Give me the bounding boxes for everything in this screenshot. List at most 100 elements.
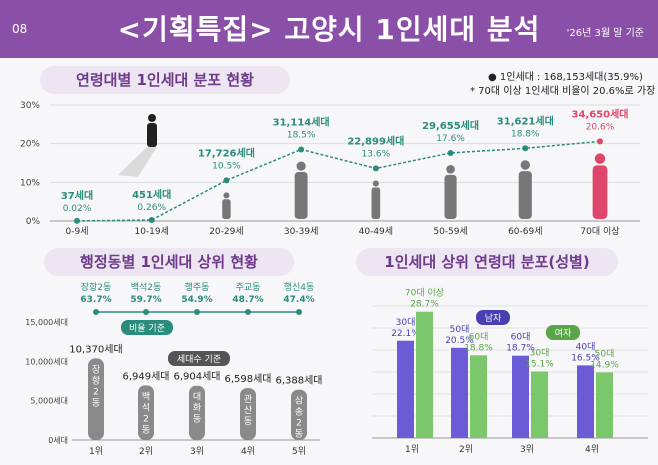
gender-bar — [397, 340, 414, 438]
date-note: '26년 3월 말 기준 — [566, 28, 644, 39]
ratio-tag-label: 비율 기준 — [129, 323, 165, 334]
x-tick-label: 30-39세 — [284, 226, 318, 237]
female-tag-label: 여자 — [555, 327, 572, 339]
ratio-dong-label: 주교동 — [236, 282, 261, 293]
page-title: <기획특집> 고양시 1인세대 분석 — [117, 13, 541, 46]
age-group-label: 50대 — [450, 324, 470, 335]
person-icon-body — [444, 174, 457, 219]
ratio-point — [93, 309, 99, 315]
gender-value-label: 20.5% — [445, 336, 474, 346]
ratio-tag — [121, 320, 173, 335]
count-value-label: 10,370세대 — [69, 343, 122, 355]
age-group-label: 60대 — [469, 331, 489, 342]
value-label: 18.5% — [287, 130, 316, 140]
rank-label: 3위 — [520, 444, 534, 455]
count-bar — [88, 358, 104, 440]
x-tick-label: 50-59세 — [433, 226, 467, 237]
gender-value-label: 16.5% — [571, 353, 600, 363]
data-point — [372, 165, 379, 172]
age-group-label: 30대 — [530, 348, 550, 359]
series-line — [76, 140, 601, 222]
person-icon-body — [592, 165, 608, 219]
ratio-dong-label: 백석2동 — [131, 282, 162, 293]
person-icon-head — [520, 160, 530, 170]
ratio-point — [296, 309, 302, 315]
y-tick-label: 0세대 — [48, 436, 68, 445]
age-section-title: 연령대별 1인세대 분포 현황 — [40, 66, 290, 94]
ratio-value-label: 63.7% — [80, 295, 111, 305]
data-point — [522, 145, 529, 152]
count-bar — [240, 388, 256, 440]
data-point — [148, 216, 155, 223]
y-tick-label: 20% — [20, 140, 40, 150]
rank-label: 4위 — [585, 444, 599, 455]
y-tick-label: 5,000세대 — [30, 397, 68, 406]
female-tag — [546, 325, 580, 340]
dong-section-title: 행정동별 1인세대 상위 현황 — [44, 248, 294, 276]
person-icon-body — [371, 187, 381, 219]
data-point — [298, 146, 305, 153]
rank-label: 1위 — [405, 444, 419, 455]
value-label: 18.8% — [511, 129, 540, 139]
count-value-label: 6,388세대 — [275, 375, 322, 387]
gender-value-label: 22.1% — [391, 329, 420, 339]
ratio-dong-label: 장항2동 — [81, 282, 112, 293]
silhouette-head — [148, 114, 156, 122]
count-tag — [168, 351, 230, 366]
data-point — [223, 177, 230, 184]
age-group-label: 60대 — [511, 332, 531, 343]
silhouette-body — [147, 123, 157, 147]
ratio-point — [143, 309, 149, 315]
gender-bar — [470, 355, 487, 438]
count-label: 22,899세대 — [347, 134, 404, 147]
person-icon-body — [222, 199, 231, 219]
count-bar — [291, 389, 307, 440]
person-icon-body — [294, 172, 308, 219]
count-label: 451세대 — [132, 188, 171, 201]
x-tick-label: 60-69세 — [508, 226, 542, 237]
count-label: 37세대 — [61, 189, 93, 202]
age-group-label: 70대 이상 — [405, 288, 444, 299]
value-label: 10.5% — [212, 161, 241, 171]
gender-value-label: 28.7% — [410, 300, 439, 310]
x-tick-label: 10-19세 — [134, 226, 168, 237]
person-icon-head — [296, 161, 306, 171]
ratio-dong-label: 행신4동 — [284, 281, 315, 293]
count-label: 29,655세대 — [422, 119, 479, 132]
ratio-value-label: 48.7% — [232, 295, 263, 305]
age-group-label: 50대 — [595, 348, 615, 359]
gender-value-label: 14.9% — [590, 360, 619, 370]
y-tick-label: 10% — [20, 178, 40, 188]
male-tag — [476, 310, 510, 325]
x-tick-label: 40-49세 — [359, 226, 393, 237]
count-bar — [138, 385, 154, 440]
person-icon-body — [518, 171, 532, 219]
count-value-label: 6,598세대 — [224, 373, 271, 385]
count-label: 31,621세대 — [497, 114, 554, 127]
data-point — [597, 138, 603, 145]
ratio-value-label: 59.7% — [130, 295, 161, 305]
count-label: 31,114세대 — [273, 115, 330, 128]
age-group-label: 40대 — [576, 341, 596, 352]
x-tick-label: 70대 이상 — [580, 226, 619, 237]
person-icon-head — [446, 164, 455, 174]
value-label: 0.26% — [137, 203, 166, 213]
gender-bar — [596, 372, 613, 438]
ratio-dong-label: 행주동 — [185, 281, 210, 293]
rank-label: 1위 — [89, 446, 103, 457]
rank-label: 4위 — [241, 446, 255, 457]
gender-bar — [577, 365, 594, 438]
total-note: ● 1인세대 : 168,153세대(35.9%) — [488, 72, 643, 83]
gender-bar — [451, 347, 468, 438]
gender-bar — [512, 355, 529, 438]
rank-label: 3위 — [190, 446, 204, 457]
count-label: 17,726세대 — [198, 146, 255, 159]
ratio-point — [194, 309, 200, 315]
person-icon-head — [594, 153, 606, 164]
x-tick-label: 0-9세 — [66, 226, 89, 237]
